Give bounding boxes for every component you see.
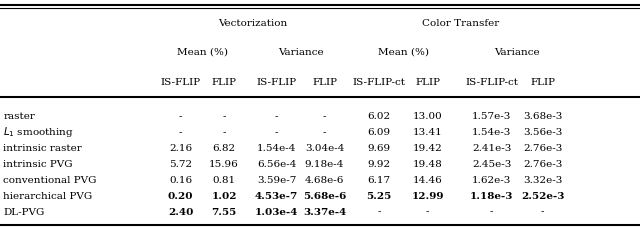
Text: -: - — [323, 127, 326, 136]
Text: 3.56e-3: 3.56e-3 — [523, 127, 563, 136]
Text: 3.59e-7: 3.59e-7 — [257, 175, 296, 184]
Text: 6.17: 6.17 — [367, 175, 390, 184]
Text: -: - — [490, 207, 493, 216]
Text: -: - — [323, 111, 326, 120]
Text: 2.52e-3: 2.52e-3 — [521, 191, 564, 200]
Text: 2.40: 2.40 — [168, 207, 193, 216]
Text: -: - — [275, 127, 278, 136]
Text: conventional PVG: conventional PVG — [3, 175, 97, 184]
Text: IS-FLIP-ct: IS-FLIP-ct — [465, 77, 518, 86]
Text: Mean (%): Mean (%) — [177, 48, 228, 57]
Text: 1.18e-3: 1.18e-3 — [470, 191, 513, 200]
Text: 1.62e-3: 1.62e-3 — [472, 175, 511, 184]
Text: -: - — [222, 111, 226, 120]
Text: 5.25: 5.25 — [366, 191, 392, 200]
Text: 0.20: 0.20 — [168, 191, 193, 200]
Text: 6.56e-4: 6.56e-4 — [257, 159, 296, 168]
Text: 13.00: 13.00 — [413, 111, 442, 120]
Text: FLIP: FLIP — [415, 77, 440, 86]
Text: 5.68e-6: 5.68e-6 — [303, 191, 346, 200]
Text: intrinsic PVG: intrinsic PVG — [3, 159, 73, 168]
Text: 1.54e-3: 1.54e-3 — [472, 127, 511, 136]
Text: Variance: Variance — [494, 48, 540, 57]
Text: 2.76e-3: 2.76e-3 — [523, 159, 563, 168]
Text: 4.68e-6: 4.68e-6 — [305, 175, 344, 184]
Text: -: - — [275, 111, 278, 120]
Text: hierarchical PVG: hierarchical PVG — [3, 191, 92, 200]
Text: -: - — [377, 207, 381, 216]
Text: IS-FLIP: IS-FLIP — [257, 77, 296, 86]
Text: -: - — [426, 207, 429, 216]
Text: 1.02: 1.02 — [211, 191, 237, 200]
Text: FLIP: FLIP — [312, 77, 337, 86]
Text: 1.03e-4: 1.03e-4 — [255, 207, 298, 216]
Text: -: - — [222, 127, 226, 136]
Text: 3.04e-4: 3.04e-4 — [305, 143, 344, 152]
Text: 1.54e-4: 1.54e-4 — [257, 143, 296, 152]
Text: 12.99: 12.99 — [412, 191, 444, 200]
Text: 0.81: 0.81 — [212, 175, 236, 184]
Text: 0.16: 0.16 — [169, 175, 192, 184]
Text: 2.76e-3: 2.76e-3 — [523, 143, 563, 152]
Text: 6.02: 6.02 — [367, 111, 390, 120]
Text: 2.41e-3: 2.41e-3 — [472, 143, 511, 152]
Text: -: - — [179, 111, 182, 120]
Text: -: - — [179, 127, 182, 136]
Text: Vectorization: Vectorization — [218, 19, 287, 28]
Text: -: - — [541, 207, 545, 216]
Text: DL-PVG: DL-PVG — [3, 207, 45, 216]
Text: 9.69: 9.69 — [367, 143, 390, 152]
Text: Mean (%): Mean (%) — [378, 48, 429, 57]
Text: $L_1$ smoothing: $L_1$ smoothing — [3, 125, 74, 139]
Text: 19.48: 19.48 — [413, 159, 442, 168]
Text: Variance: Variance — [278, 48, 324, 57]
Text: 9.18e-4: 9.18e-4 — [305, 159, 344, 168]
Text: FLIP: FLIP — [211, 77, 237, 86]
Text: 6.09: 6.09 — [367, 127, 390, 136]
Text: 1.57e-3: 1.57e-3 — [472, 111, 511, 120]
Text: 7.55: 7.55 — [211, 207, 237, 216]
Text: 6.82: 6.82 — [212, 143, 236, 152]
Text: raster: raster — [3, 111, 35, 120]
Text: IS-FLIP-ct: IS-FLIP-ct — [353, 77, 405, 86]
Text: 4.53e-7: 4.53e-7 — [255, 191, 298, 200]
Text: 3.32e-3: 3.32e-3 — [523, 175, 563, 184]
Text: 13.41: 13.41 — [413, 127, 442, 136]
Text: 15.96: 15.96 — [209, 159, 239, 168]
Text: 14.46: 14.46 — [413, 175, 442, 184]
Text: FLIP: FLIP — [530, 77, 556, 86]
Text: 9.92: 9.92 — [367, 159, 390, 168]
Text: 5.72: 5.72 — [169, 159, 192, 168]
Text: 2.45e-3: 2.45e-3 — [472, 159, 511, 168]
Text: intrinsic raster: intrinsic raster — [3, 143, 82, 152]
Text: Color Transfer: Color Transfer — [422, 19, 499, 28]
Text: IS-FLIP: IS-FLIP — [161, 77, 200, 86]
Text: 2.16: 2.16 — [169, 143, 192, 152]
Text: 3.37e-4: 3.37e-4 — [303, 207, 346, 216]
Text: 19.42: 19.42 — [413, 143, 442, 152]
Text: 3.68e-3: 3.68e-3 — [523, 111, 563, 120]
